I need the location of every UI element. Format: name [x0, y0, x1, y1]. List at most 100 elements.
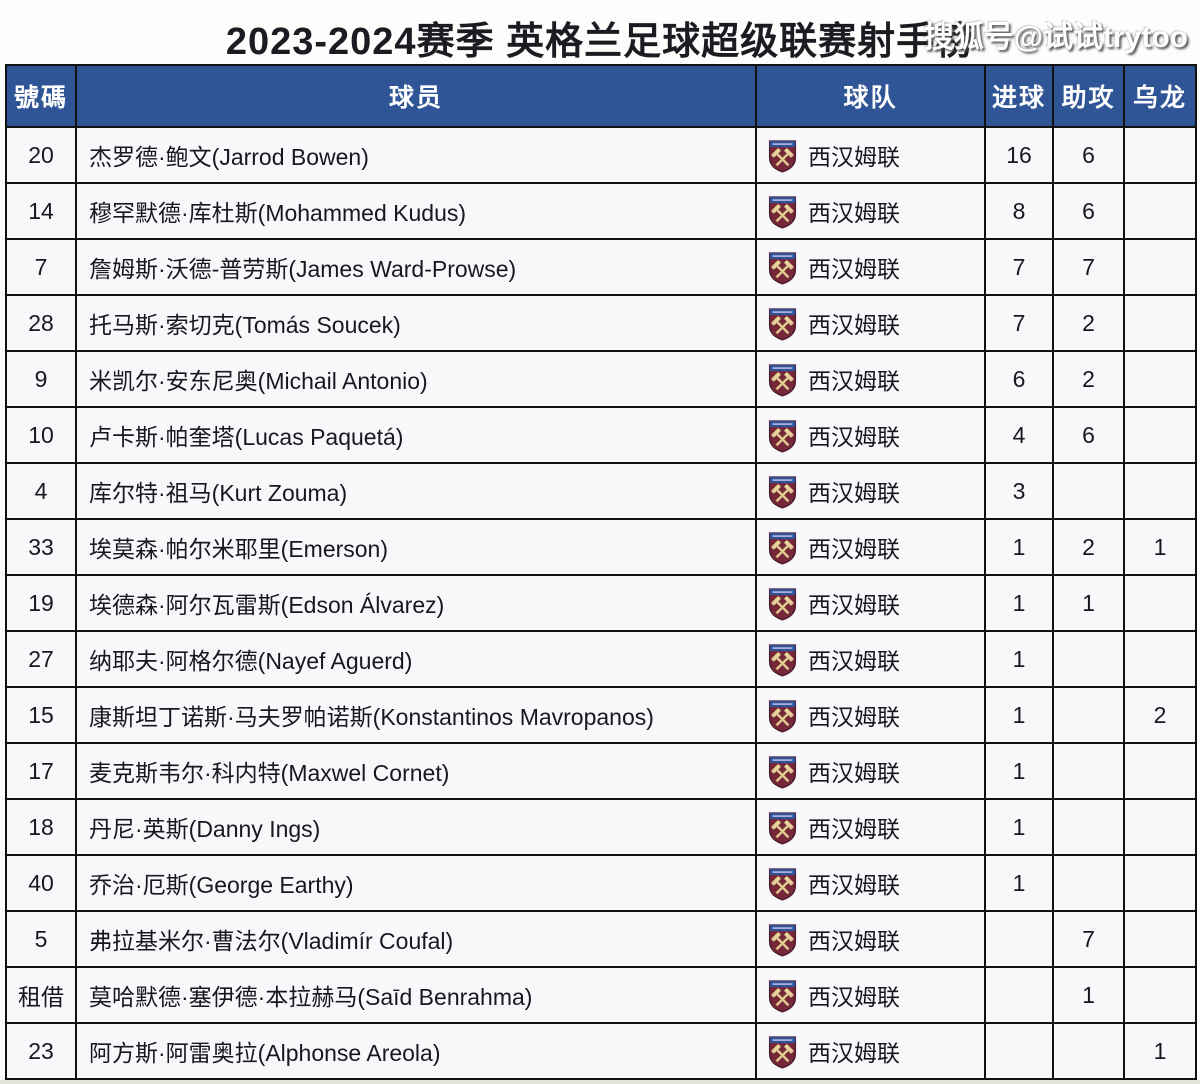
own-goals-value [1123, 126, 1197, 184]
player-name: 米凯尔·安东尼奥(Michail Antonio) [75, 350, 757, 408]
team-cell: 西汉姆联 [755, 518, 986, 576]
own-goals-value [1123, 910, 1197, 968]
table-row: 租借 莫哈默德·塞伊德·本拉赫马(Saīd Benrahma) [5, 966, 1197, 1024]
table-row: 33 埃莫森·帕尔米耶里(Emerson) [5, 518, 1197, 576]
table-row: 10 卢卡斯·帕奎塔(Lucas Paquetá) [5, 406, 1197, 464]
table-row: 17 麦克斯韦尔·科内特(Maxwel Cornet) [5, 742, 1197, 800]
team-wrap: 西汉姆联 [767, 138, 984, 173]
table-row: 4 库尔特·祖马(Kurt Zouma) [5, 462, 1197, 520]
team-wrap: 西汉姆联 [767, 866, 984, 901]
player-number: 19 [5, 574, 77, 632]
west-ham-crest-icon [767, 642, 798, 677]
west-ham-crest-icon [767, 978, 798, 1013]
assists-value: 1 [1052, 966, 1125, 1024]
west-ham-crest-icon [767, 194, 798, 229]
own-goals-value [1123, 350, 1197, 408]
team-name: 西汉姆联 [808, 1040, 900, 1066]
assists-value [1052, 742, 1125, 800]
assists-value: 2 [1052, 350, 1125, 408]
team-name: 西汉姆联 [808, 424, 900, 450]
table-row: 40 乔治·厄斯(George Earthy) [5, 854, 1197, 912]
own-goals-value: 1 [1123, 1022, 1197, 1080]
assists-value [1052, 462, 1125, 520]
goals-value: 6 [984, 350, 1054, 408]
player-name: 杰罗德·鲍文(Jarrod Bowen) [75, 126, 757, 184]
player-name: 纳耶夫·阿格尔德(Nayef Aguerd) [75, 630, 757, 688]
goals-value: 1 [984, 798, 1054, 856]
col-header-team: 球队 [755, 64, 986, 128]
team-name: 西汉姆联 [808, 368, 900, 394]
player-number: 15 [5, 686, 77, 744]
player-name: 乔治·厄斯(George Earthy) [75, 854, 757, 912]
table-row: 20 杰罗德·鲍文(Jarrod Bowen) [5, 126, 1197, 184]
title-bar: 2023-2024赛季 英格兰足球超级联赛射手榜 搜狐号@试试trytoo [0, 0, 1200, 64]
own-goals-value [1123, 630, 1197, 688]
team-cell: 西汉姆联 [755, 742, 986, 800]
player-name: 托马斯·索切克(Tomás Soucek) [75, 294, 757, 352]
watermark: 搜狐号@试试trytoo [923, 21, 1188, 54]
team-cell: 西汉姆联 [755, 406, 986, 464]
player-name: 穆罕默德·库杜斯(Mohammed Kudus) [75, 182, 757, 240]
team-cell: 西汉姆联 [755, 798, 986, 856]
goals-value: 8 [984, 182, 1054, 240]
team-wrap: 西汉姆联 [767, 754, 984, 789]
own-goals-value [1123, 462, 1197, 520]
team-name: 西汉姆联 [808, 984, 900, 1010]
own-goals-value [1123, 742, 1197, 800]
player-number: 4 [5, 462, 77, 520]
player-number: 租借 [5, 966, 77, 1024]
goals-value [984, 966, 1054, 1024]
team-cell: 西汉姆联 [755, 630, 986, 688]
west-ham-crest-icon [767, 866, 798, 901]
goals-value: 1 [984, 742, 1054, 800]
team-name: 西汉姆联 [808, 536, 900, 562]
team-cell: 西汉姆联 [755, 350, 986, 408]
goals-value: 1 [984, 518, 1054, 576]
team-name: 西汉姆联 [808, 256, 900, 282]
team-cell: 西汉姆联 [755, 238, 986, 296]
team-cell: 西汉姆联 [755, 854, 986, 912]
team-cell: 西汉姆联 [755, 294, 986, 352]
team-name: 西汉姆联 [808, 704, 900, 730]
col-header-assists: 助攻 [1052, 64, 1125, 128]
team-name: 西汉姆联 [808, 312, 900, 338]
assists-value: 2 [1052, 294, 1125, 352]
assists-value [1052, 1022, 1125, 1080]
team-cell: 西汉姆联 [755, 462, 986, 520]
scorers-table: 號碼 球员 球队 进球 助攻 乌龙 20 杰罗德·鲍文(Jarrod Bowen… [5, 64, 1197, 1080]
team-cell: 西汉姆联 [755, 686, 986, 744]
team-cell: 西汉姆联 [755, 574, 986, 632]
assists-value: 6 [1052, 182, 1125, 240]
table-row: 23 阿方斯·阿雷奥拉(Alphonse Areola) [5, 1022, 1197, 1080]
goals-value: 4 [984, 406, 1054, 464]
player-number: 14 [5, 182, 77, 240]
player-name: 康斯坦丁诺斯·马夫罗帕诺斯(Konstantinos Mavropanos) [75, 686, 757, 744]
player-number: 10 [5, 406, 77, 464]
player-number: 20 [5, 126, 77, 184]
table-row: 18 丹尼·英斯(Danny Ings) [5, 798, 1197, 856]
goals-value: 1 [984, 574, 1054, 632]
assists-value: 2 [1052, 518, 1125, 576]
goals-value [984, 910, 1054, 968]
player-number: 27 [5, 630, 77, 688]
player-name: 阿方斯·阿雷奥拉(Alphonse Areola) [75, 1022, 757, 1080]
west-ham-crest-icon [767, 530, 798, 565]
player-number: 5 [5, 910, 77, 968]
own-goals-value: 2 [1123, 686, 1197, 744]
bottom-edge [0, 1080, 1200, 1084]
goals-value: 3 [984, 462, 1054, 520]
goals-value: 1 [984, 854, 1054, 912]
west-ham-crest-icon [767, 250, 798, 285]
west-ham-crest-icon [767, 922, 798, 957]
team-name: 西汉姆联 [808, 872, 900, 898]
player-number: 9 [5, 350, 77, 408]
table-row: 27 纳耶夫·阿格尔德(Nayef Aguerd) [5, 630, 1197, 688]
team-cell: 西汉姆联 [755, 966, 986, 1024]
col-header-own-goals: 乌龙 [1123, 64, 1197, 128]
assists-value [1052, 630, 1125, 688]
team-wrap: 西汉姆联 [767, 922, 984, 957]
team-wrap: 西汉姆联 [767, 474, 984, 509]
own-goals-value [1123, 406, 1197, 464]
team-name: 西汉姆联 [808, 592, 900, 618]
table-row: 28 托马斯·索切克(Tomás Soucek) [5, 294, 1197, 352]
